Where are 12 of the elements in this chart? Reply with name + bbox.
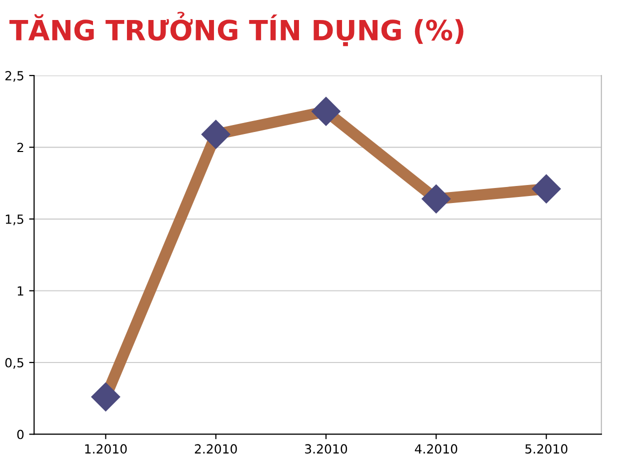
x-tick-label: 1.2010 bbox=[85, 444, 127, 454]
y-tick-label: 1,5 bbox=[6, 214, 24, 226]
y-tick-label: 2,5 bbox=[5, 70, 24, 82]
x-tick-label: 5.2010 bbox=[525, 444, 568, 454]
y-tick-label: 1 bbox=[18, 286, 24, 296]
y-tick-label: 2 bbox=[17, 142, 24, 152]
x-tick-label: 4.2010 bbox=[414, 444, 458, 454]
chart-title: TĂNG TRƯỞNG TÍN DỤNG (%) bbox=[9, 12, 464, 46]
x-tick-label: 3.2010 bbox=[305, 444, 348, 454]
y-tick-label: 0,5 bbox=[5, 358, 24, 369]
y-tick-label: 0 bbox=[17, 430, 24, 440]
x-tick-label: 2.2010 bbox=[194, 444, 237, 454]
